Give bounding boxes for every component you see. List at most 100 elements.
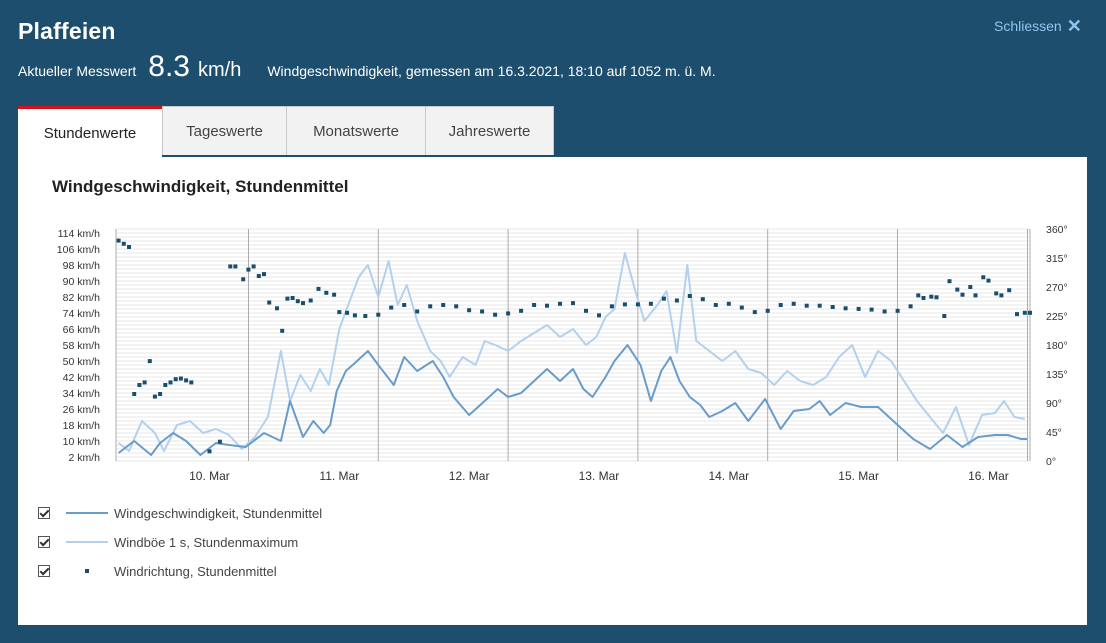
direction-point [558,301,562,306]
direction-point [116,238,121,243]
y-tick-label-direction: 270° [1046,282,1068,294]
direction-point [262,272,266,277]
direction-point [661,296,666,301]
direction-point [1015,312,1019,317]
direction-point [778,303,783,307]
direction-point [597,313,601,318]
direction-point [791,301,796,306]
direction-point [532,303,537,307]
close-button[interactable]: Schliessen ✕ [994,16,1082,36]
direction-point [168,380,173,385]
direction-point [908,304,913,309]
direction-point [454,304,459,309]
direction-point [295,299,300,304]
x-tick-label: 13. Mar [579,469,620,483]
y-tick-label-speed: 82 km/h [63,292,101,304]
direction-point [158,392,163,396]
y-tick-label-speed: 90 km/h [63,276,101,288]
direction-point [622,302,627,307]
direction-point [285,296,290,301]
close-label: Schliessen [994,18,1062,34]
direction-point [233,264,238,269]
direction-point [152,394,157,399]
direction-point [316,286,321,291]
legend-label-speed: Windgeschwindigkeit, Stundenmittel [114,505,323,521]
y-tick-label-speed: 50 km/h [63,356,101,368]
tab-monatswerte[interactable]: Monatswerte [286,106,426,155]
direction-point [163,383,168,387]
direction-point [275,306,279,311]
direction-point [571,301,575,306]
y-tick-label-direction: 0° [1046,456,1056,468]
y-tick-label-speed: 2 km/h [68,452,100,464]
x-tick-label: 10. Mar [189,469,230,483]
direction-point [376,312,381,317]
direction-point [648,301,653,306]
chart-title: Windgeschwindigkeit, Stundenmittel [52,177,349,196]
direction-point [635,302,640,307]
direction-point [739,305,744,310]
legend-item-direction[interactable]: Windrichtung, Stundenmittel [38,561,458,581]
direction-point [947,279,952,284]
x-tick-label: 16. Mar [968,469,1009,483]
direction-point [402,303,407,307]
checkbox-speed[interactable] [38,507,50,519]
measure-description: Windgeschwindigkeit, gemessen am 16.3.20… [267,63,716,79]
legend-item-gust[interactable]: Windböe 1 s, Stundenmaximum [38,532,458,552]
legend-swatch-speed [66,503,108,523]
y-tick-label-speed: 34 km/h [63,388,101,400]
direction-point [228,264,233,269]
direction-point [999,293,1004,298]
direction-point [256,274,261,278]
y-tick-label-direction: 45° [1046,427,1062,439]
direction-point [480,309,485,314]
y-tick-label-speed: 10 km/h [63,436,101,448]
x-tick-label: 14. Mar [708,469,749,483]
direction-point [493,312,498,317]
x-tick-label: 12. Mar [449,469,490,483]
checkbox-direction[interactable] [38,565,50,577]
direction-point [519,308,524,313]
measure-unit: km/h [197,59,242,81]
direction-point [804,303,809,308]
direction-point [1022,310,1027,315]
y-tick-label-speed: 42 km/h [63,372,101,384]
tab-jahreswerte[interactable]: Jahreswerte [425,106,554,155]
direction-point [142,380,147,385]
direction-point [332,292,337,297]
direction-point [830,305,835,309]
direction-point [968,285,973,289]
y-tick-label-direction: 315° [1046,253,1068,265]
tab-stundenwerte[interactable]: Stundenwerte [18,106,162,158]
direction-point [934,295,939,300]
wind-chart: 2 km/h 10 km/h 18 km/h 26 km/h 34 km/h 42 km/… [57,224,1068,483]
direction-point [752,310,757,315]
direction-point [389,305,394,310]
chart-panel: Windgeschwindigkeit, Stundenmittel 2 km/… [18,157,1087,625]
y-tick-label-direction: 90° [1046,398,1062,410]
direction-point [127,245,131,249]
direction-point [178,376,183,381]
direction-point [856,306,861,311]
direction-point [415,309,420,314]
legend-item-speed[interactable]: Windgeschwindigkeit, Stundenmittel [38,503,458,523]
direction-point [882,309,887,314]
series-line-gust [117,252,1025,452]
legend-swatch-direction [66,561,108,581]
close-icon: ✕ [1066,16,1082,36]
x-tick-label: 15. Mar [838,469,879,483]
legend-label-gust: Windböe 1 s, Stundenmaximum [114,534,299,550]
measure-label: Aktueller Messwert [18,63,137,79]
direction-point [207,449,212,454]
tab-tageswerte[interactable]: Tageswerte [162,106,287,155]
legend-swatch-gust [66,532,108,552]
tab-label: Monatswerte [313,122,399,140]
direction-point [441,303,446,307]
direction-point [986,278,991,283]
direction-point [765,308,770,313]
direction-point [817,303,822,308]
direction-point [173,377,178,382]
direction-point [301,301,305,306]
checkbox-gust[interactable] [38,536,50,548]
direction-point [869,307,874,312]
